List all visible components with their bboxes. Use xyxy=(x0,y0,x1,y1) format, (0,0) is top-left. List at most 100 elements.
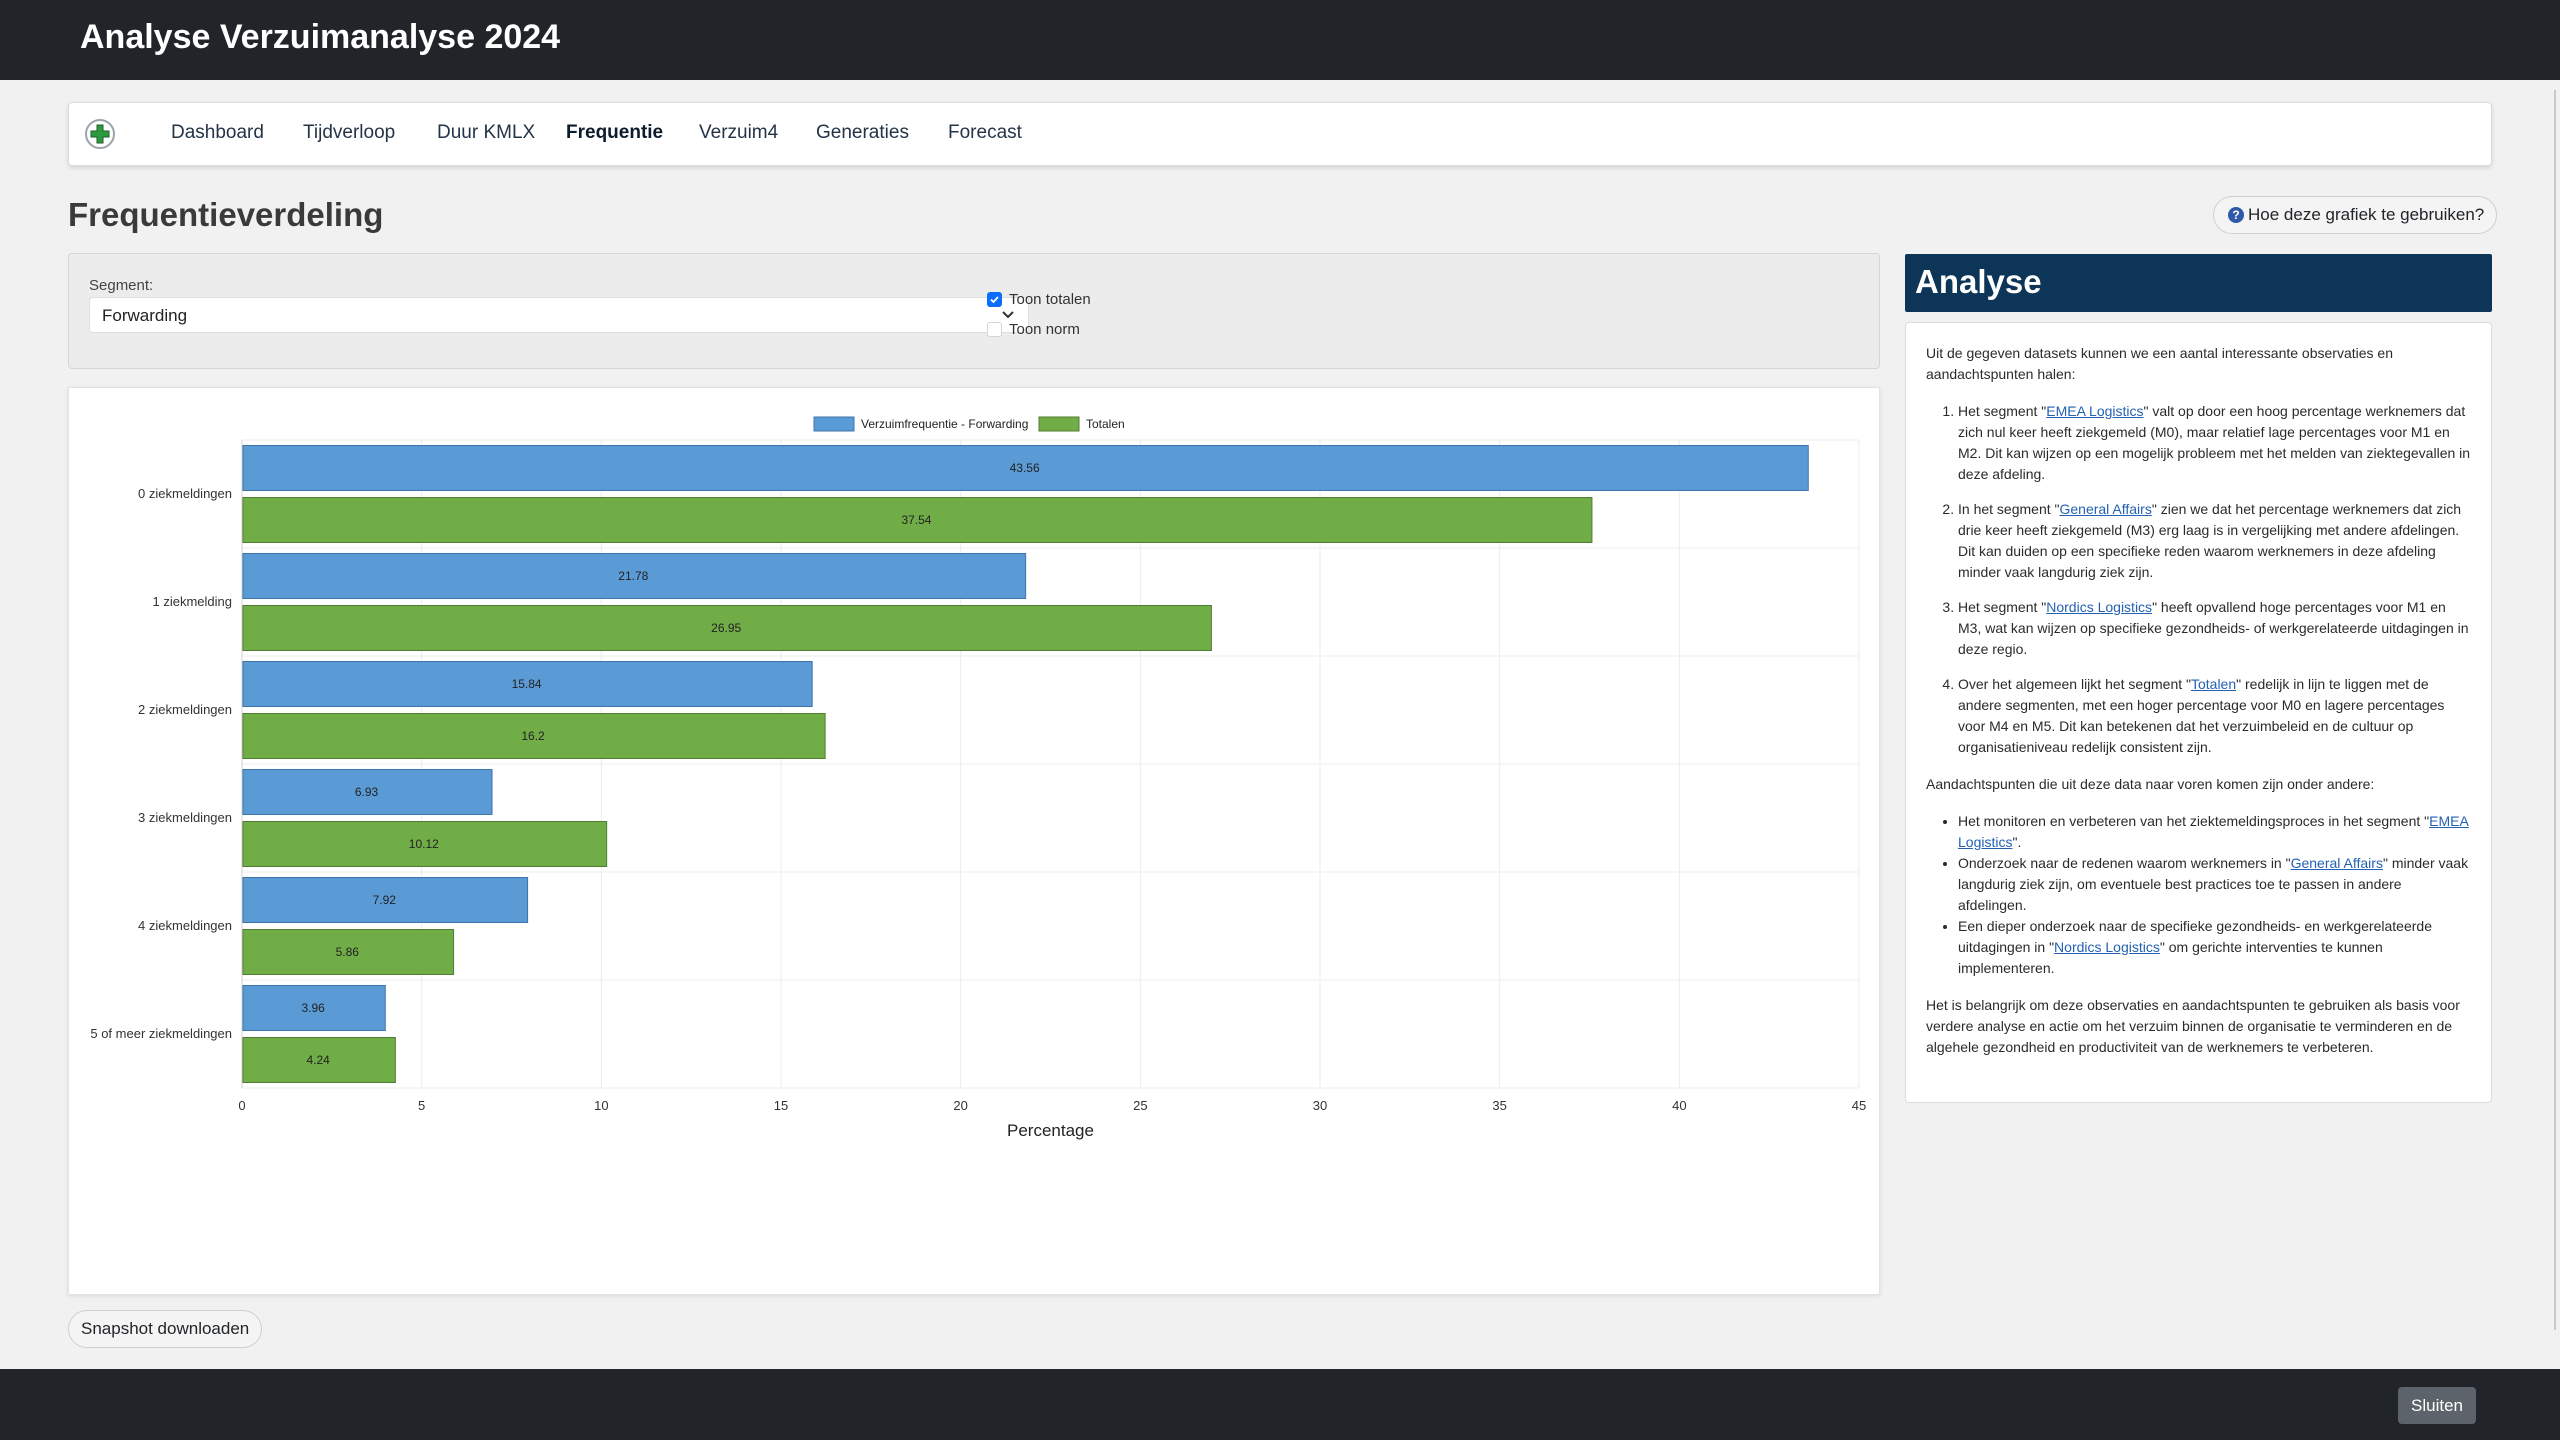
observation-item: Het segment "EMEA Logistics" valt op doo… xyxy=(1958,401,2471,485)
bar xyxy=(242,877,529,923)
y-category-label: 5 of meer ziekmeldingen xyxy=(90,1026,232,1041)
segment-link[interactable]: General Affairs xyxy=(2059,501,2152,517)
segment-link[interactable]: EMEA Logistics xyxy=(2046,403,2144,419)
help-button-label: Hoe deze grafiek te gebruiken? xyxy=(2248,205,2485,224)
nav-duur-kmlx[interactable]: Duur KMLX xyxy=(437,122,536,143)
x-tick-label: 35 xyxy=(1492,1098,1506,1113)
checkbox-unchecked-icon[interactable] xyxy=(987,322,1002,337)
nav-forecast[interactable]: Forecast xyxy=(948,122,1022,143)
logo[interactable] xyxy=(85,119,115,149)
bar-data-label: 6.93 xyxy=(355,785,379,799)
x-tick-label: 40 xyxy=(1672,1098,1686,1113)
legend-swatch xyxy=(813,416,855,432)
nav-verzuim4[interactable]: Verzuim4 xyxy=(699,122,779,143)
nav-bar: Dashboard Tijdverloop Duur KMLX Frequent… xyxy=(68,102,2492,166)
segment-label: Segment: xyxy=(89,277,154,294)
observation-item: In het segment "General Affairs" zien we… xyxy=(1958,499,2471,583)
segment-select[interactable]: Forwarding xyxy=(89,297,1029,333)
close-button[interactable]: Sluiten xyxy=(2398,1387,2476,1424)
page-title: Frequentieverdeling xyxy=(68,196,384,233)
footer-bar: Sluiten xyxy=(0,1369,2560,1440)
bar xyxy=(242,929,455,975)
snapshot-download-button[interactable]: Snapshot downloaden xyxy=(68,1310,263,1348)
bar-data-label: 5.86 xyxy=(336,945,360,959)
help-button[interactable]: ? Hoe deze grafiek te gebruiken? xyxy=(2213,196,2498,234)
analyse-panel: Uit de gegeven datasets kunnen we een aa… xyxy=(1905,322,2492,1103)
segment-link[interactable]: EMEA Logistics xyxy=(1958,813,2469,850)
observations-list: Het segment "EMEA Logistics" valt op doo… xyxy=(1926,401,2471,758)
checkbox-checked-icon[interactable] xyxy=(987,292,1002,307)
x-tick-label: 20 xyxy=(953,1098,967,1113)
question-icon: ? xyxy=(2228,207,2244,223)
plus-icon xyxy=(90,124,110,144)
segment-link[interactable]: Nordics Logistics xyxy=(2046,599,2153,615)
show-norm-checkbox[interactable]: Toon norm xyxy=(987,321,1080,338)
legend-label: Verzuimfrequentie - Forwarding xyxy=(861,417,1028,431)
bar-data-label: 37.54 xyxy=(901,513,931,527)
bar xyxy=(242,553,1027,599)
bar xyxy=(242,445,1809,491)
show-norm-label: Toon norm xyxy=(1009,321,1080,338)
legend-swatch xyxy=(1038,416,1080,432)
bar-data-label: 4.24 xyxy=(306,1053,330,1067)
legend-label: Totalen xyxy=(1086,417,1125,431)
nav-frequentie[interactable]: Frequentie xyxy=(566,122,664,143)
chart-card: 0 5 10 15 20 25 30 35 40 45 43.56 37.54 0 ziekmeldin… xyxy=(68,387,1880,1295)
bar-data-label: 7.92 xyxy=(373,893,397,907)
observation-item: Het segment "Nordics Logistics" heeft op… xyxy=(1958,597,2471,660)
bar-data-label: 10.12 xyxy=(409,837,439,851)
bar xyxy=(242,1037,396,1083)
frequency-chart: 0 5 10 15 20 25 30 35 40 45 43.56 37.54 0 ziekmeldin… xyxy=(90,416,1866,1140)
x-tick-label: 5 xyxy=(418,1098,425,1113)
y-category-label: 4 ziekmeldingen xyxy=(138,918,232,933)
analyse-conclusion: Het is belangrijk om deze observaties en… xyxy=(1926,997,2460,1055)
x-tick-label: 30 xyxy=(1313,1098,1327,1113)
bar-data-label: 3.96 xyxy=(301,1001,325,1015)
bar-data-label: 21.78 xyxy=(618,569,648,583)
show-totals-label: Toon totalen xyxy=(1009,291,1091,308)
point-item: Het monitoren en verbeteren van het ziek… xyxy=(1958,811,2471,853)
bar-data-label: 43.56 xyxy=(1010,461,1040,475)
bar xyxy=(242,661,813,707)
x-tick-label: 10 xyxy=(594,1098,608,1113)
bar xyxy=(242,769,493,815)
analyse-title: Analyse xyxy=(1915,263,2042,300)
y-category-label: 3 ziekmeldingen xyxy=(138,810,232,825)
x-tick-label: 45 xyxy=(1852,1098,1866,1113)
bar-data-label: 15.84 xyxy=(512,677,542,691)
x-axis-title: Percentage xyxy=(1007,1121,1094,1140)
bar xyxy=(242,821,608,867)
observation-item: Over het algemeen lijkt het segment "Tot… xyxy=(1958,674,2471,758)
top-bar: Analyse Verzuimanalyse 2024 xyxy=(0,0,2560,80)
segment-link[interactable]: Nordics Logistics xyxy=(2054,939,2160,955)
bar xyxy=(242,985,386,1031)
y-category-label: 2 ziekmeldingen xyxy=(138,702,232,717)
y-category-label: 1 ziekmelding xyxy=(153,594,233,609)
analyse-intro: Uit de gegeven datasets kunnen we een aa… xyxy=(1926,345,2393,382)
x-tick-label: 15 xyxy=(774,1098,788,1113)
bar xyxy=(242,497,1593,543)
bar xyxy=(242,605,1212,651)
points-list: Het monitoren en verbeteren van het ziek… xyxy=(1926,811,2471,979)
nav-dashboard[interactable]: Dashboard xyxy=(171,122,264,143)
x-tick-label: 25 xyxy=(1133,1098,1147,1113)
analyse-header: Analyse xyxy=(1905,254,2492,312)
x-tick-label: 0 xyxy=(238,1098,245,1113)
point-item: Onderzoek naar de redenen waarom werknem… xyxy=(1958,853,2471,916)
bar xyxy=(242,713,826,759)
show-totals-checkbox[interactable]: Toon totalen xyxy=(987,291,1091,308)
segment-link[interactable]: General Affairs xyxy=(2290,855,2383,871)
nav-tijdverloop[interactable]: Tijdverloop xyxy=(303,122,396,143)
filter-panel: Segment: Forwarding Toon totalen Toon no… xyxy=(68,253,1880,369)
y-category-label: 0 ziekmeldingen xyxy=(138,486,232,501)
chevron-down-icon xyxy=(1002,311,1014,319)
point-item: Een dieper onderzoek naar de specifieke … xyxy=(1958,916,2471,979)
nav-generaties[interactable]: Generaties xyxy=(816,122,909,143)
bar-data-label: 16.2 xyxy=(521,729,545,743)
bar-data-label: 26.95 xyxy=(711,621,741,635)
segment-value: Forwarding xyxy=(102,306,188,325)
app-title: Analyse Verzuimanalyse 2024 xyxy=(80,18,561,56)
segment-link[interactable]: Totalen xyxy=(2190,676,2237,692)
points-intro: Aandachtspunten die uit deze data naar v… xyxy=(1926,776,2375,792)
scrollbar-thumb[interactable] xyxy=(2554,90,2556,1330)
